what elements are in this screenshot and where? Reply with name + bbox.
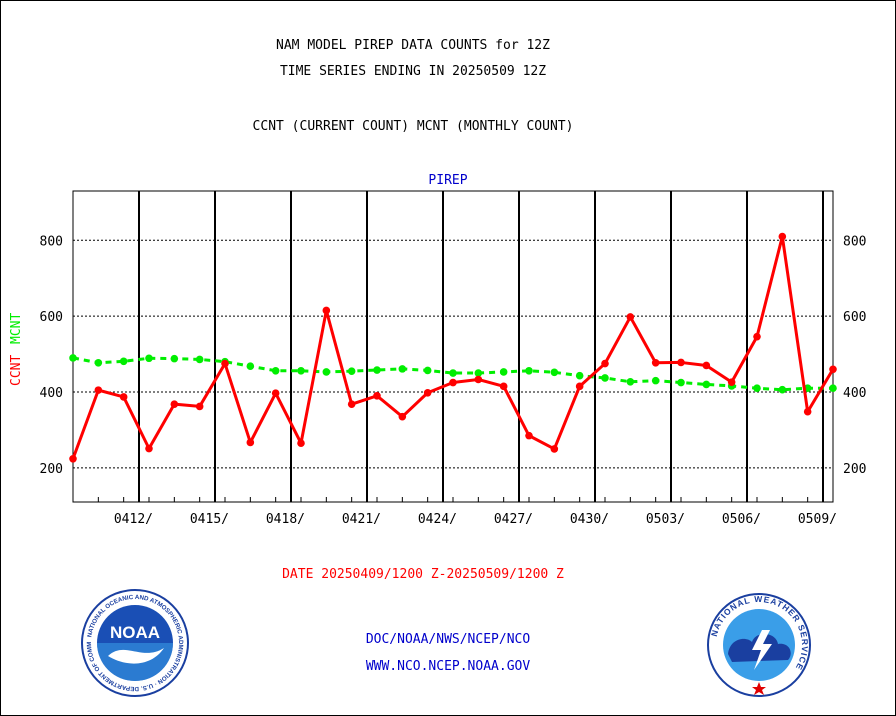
data-point-mcnt bbox=[677, 378, 685, 387]
data-point-ccnt bbox=[423, 388, 432, 397]
data-point-ccnt bbox=[373, 392, 381, 400]
y-axis-label-mcnt: MCNT bbox=[9, 313, 24, 344]
data-point-ccnt bbox=[297, 439, 305, 448]
data-point-mcnt bbox=[145, 354, 153, 363]
footer-url[interactable]: WWW.NCO.NCEP.NOAA.GOV bbox=[365, 659, 531, 674]
data-point-mcnt bbox=[626, 377, 635, 386]
y-tick-label-right: 400 bbox=[843, 386, 866, 401]
footer-org: DOC/NOAA/NWS/NCEP/NCO bbox=[365, 632, 531, 647]
data-point-ccnt bbox=[702, 361, 711, 370]
data-point-mcnt bbox=[525, 366, 533, 375]
x-tick-label: 0412/ bbox=[114, 512, 153, 527]
data-point-mcnt bbox=[753, 384, 761, 393]
data-point-ccnt bbox=[550, 445, 559, 453]
data-point-mcnt bbox=[550, 368, 559, 377]
data-point-ccnt bbox=[322, 306, 331, 315]
noaa-logo-icon: NOAA NATIONAL OCEANIC AND ATMOSPHERIC AD… bbox=[80, 588, 189, 697]
y-tick-label-left: 800 bbox=[40, 234, 63, 249]
x-tick-label: 0509/ bbox=[798, 512, 837, 527]
data-point-ccnt bbox=[69, 454, 77, 463]
data-point-ccnt bbox=[271, 389, 280, 397]
x-tick-label: 0503/ bbox=[646, 512, 685, 527]
data-point-mcnt bbox=[246, 362, 255, 371]
data-point-mcnt bbox=[474, 369, 483, 377]
data-point-mcnt bbox=[347, 367, 356, 375]
data-point-mcnt bbox=[195, 355, 204, 364]
data-point-ccnt bbox=[727, 378, 736, 386]
legend-description: CCNT (CURRENT COUNT) MCNT (MONTHLY COUNT… bbox=[252, 119, 574, 134]
data-point-mcnt bbox=[69, 354, 77, 362]
x-tick-label: 0506/ bbox=[722, 512, 761, 527]
page-title: NAM MODEL PIREP DATA COUNTS for 12Z bbox=[276, 38, 550, 53]
x-tick-label: 0418/ bbox=[266, 512, 305, 527]
chart-title: PIREP bbox=[428, 173, 467, 188]
data-point-ccnt bbox=[626, 313, 635, 321]
data-point-ccnt bbox=[525, 431, 533, 440]
y-tick-label-left: 200 bbox=[40, 462, 63, 477]
data-point-ccnt bbox=[94, 386, 103, 394]
data-point-ccnt bbox=[601, 359, 609, 368]
data-point-ccnt bbox=[221, 359, 229, 368]
plot-area bbox=[72, 190, 834, 503]
data-point-mcnt bbox=[601, 374, 609, 382]
y-tick-label-right: 200 bbox=[843, 462, 866, 477]
data-point-ccnt bbox=[499, 382, 508, 391]
y-tick-label-right: 800 bbox=[843, 234, 866, 249]
x-tick-label: 0430/ bbox=[570, 512, 609, 527]
data-point-ccnt bbox=[829, 365, 837, 374]
data-point-mcnt bbox=[499, 368, 508, 376]
noaa-logo-label: NOAA bbox=[110, 623, 160, 642]
y-tick-label-left: 600 bbox=[40, 310, 63, 325]
y-tick-label-right: 600 bbox=[843, 310, 866, 325]
data-point-ccnt bbox=[195, 402, 204, 411]
data-point-ccnt bbox=[170, 400, 179, 408]
x-tick-label: 0415/ bbox=[190, 512, 229, 527]
data-point-ccnt bbox=[778, 232, 787, 241]
x-tick-label: 0421/ bbox=[342, 512, 381, 527]
data-point-mcnt bbox=[778, 385, 787, 394]
x-tick-label: 0427/ bbox=[494, 512, 533, 527]
data-point-mcnt bbox=[119, 357, 128, 366]
data-point-mcnt bbox=[423, 366, 432, 375]
data-point-ccnt bbox=[246, 438, 255, 447]
data-point-mcnt bbox=[398, 365, 407, 373]
data-point-mcnt bbox=[449, 369, 457, 377]
data-point-mcnt bbox=[271, 366, 280, 375]
data-point-mcnt bbox=[94, 359, 103, 367]
data-point-ccnt bbox=[803, 407, 812, 416]
data-point-ccnt bbox=[145, 444, 153, 453]
series-line-ccnt bbox=[71, 235, 835, 460]
y-tick-label-left: 400 bbox=[40, 386, 63, 401]
data-point-mcnt bbox=[297, 366, 305, 375]
data-point-mcnt bbox=[170, 354, 179, 363]
data-point-ccnt bbox=[347, 400, 356, 408]
data-point-ccnt bbox=[119, 393, 128, 401]
data-point-mcnt bbox=[702, 380, 711, 389]
data-point-mcnt bbox=[829, 384, 837, 393]
data-point-ccnt bbox=[575, 382, 584, 391]
y-axis-label-ccnt: CCNT bbox=[9, 355, 24, 386]
data-point-mcnt bbox=[322, 368, 331, 376]
data-point-mcnt bbox=[575, 371, 584, 380]
nws-logo-icon: NATIONAL WEATHER SERVICE bbox=[707, 593, 811, 697]
data-point-ccnt bbox=[474, 375, 483, 384]
x-tick-label: 0424/ bbox=[418, 512, 457, 527]
data-point-ccnt bbox=[398, 412, 407, 421]
page-subtitle: TIME SERIES ENDING IN 20250509 12Z bbox=[279, 64, 547, 79]
data-point-ccnt bbox=[753, 332, 761, 341]
data-point-ccnt bbox=[651, 359, 660, 367]
data-point-mcnt bbox=[651, 376, 660, 385]
x-axis-label: DATE 20250409/1200 Z-20250509/1200 Z bbox=[282, 567, 564, 582]
data-point-ccnt bbox=[677, 358, 685, 367]
data-point-mcnt bbox=[373, 366, 381, 374]
data-point-ccnt bbox=[449, 378, 457, 387]
